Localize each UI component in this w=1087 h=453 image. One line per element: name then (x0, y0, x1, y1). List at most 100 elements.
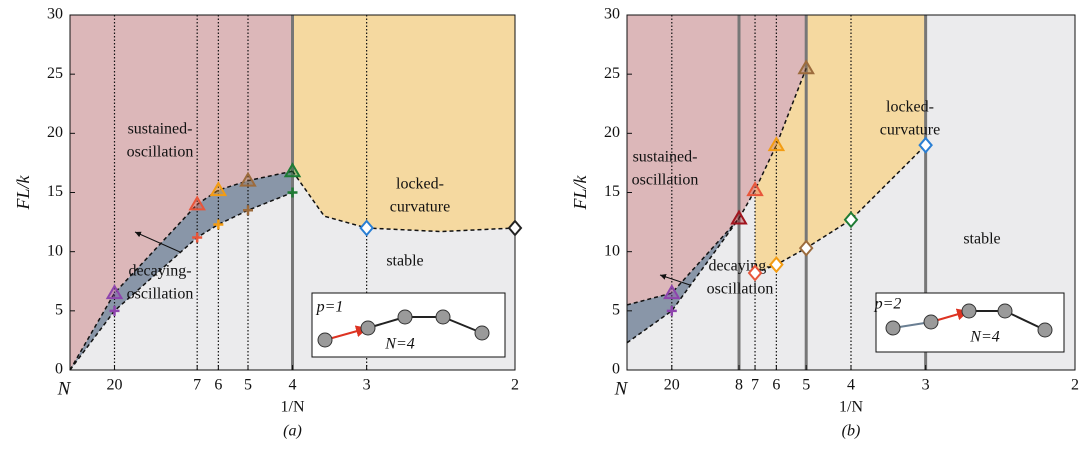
triangle-marker (188, 195, 206, 211)
y-tick-label: 5 (612, 302, 620, 319)
diamond-marker (769, 256, 784, 274)
region-label: stable (963, 231, 1000, 248)
region-label: sustained- (128, 121, 193, 138)
region-label: locked- (886, 99, 934, 116)
triangle-marker (105, 284, 124, 300)
region-label: oscillation (127, 286, 194, 303)
x-axis-label: 1/N (281, 399, 305, 416)
x-tick-label: 4 (289, 377, 297, 394)
bead (317, 332, 333, 348)
x-tick-label: 7 (193, 377, 201, 394)
triangle-marker (767, 136, 786, 152)
y-tick-label: 20 (604, 124, 620, 141)
y-axis-label: FL/k (13, 174, 33, 210)
bead (360, 320, 376, 336)
x-tick-label: 3 (922, 377, 930, 394)
x-tick-label: 8 (735, 377, 743, 394)
boundary-curve (69, 170, 293, 371)
y-tick-label: 30 (47, 6, 63, 23)
diamond-marker (747, 264, 763, 282)
bead (923, 314, 939, 330)
inset-p: p=2 (874, 296, 902, 313)
region-label: oscillation (127, 144, 194, 161)
annotation-arrow (134, 231, 181, 253)
region-label: curvature (880, 122, 940, 139)
x-tick-label: 4 (847, 377, 855, 394)
region-label: oscillation (707, 281, 774, 298)
y-tick-label: 30 (604, 6, 620, 23)
x-tick-label: 20 (107, 377, 123, 394)
triangle-marker (746, 181, 764, 197)
phase-region (70, 171, 293, 370)
region-label: curvature (390, 199, 450, 216)
y-tick-label: 15 (604, 183, 620, 200)
bead (474, 325, 490, 341)
x-tick-label: 2 (1071, 377, 1079, 394)
diamond-marker (798, 239, 814, 257)
triangle-marker (730, 209, 748, 225)
region-label: locked- (396, 176, 444, 193)
x-tick-label: 6 (214, 377, 222, 394)
plus-marker (287, 187, 298, 198)
plus-marker (192, 232, 203, 243)
inset-box (311, 292, 506, 358)
bead (961, 303, 977, 319)
y-tick-label: 10 (47, 242, 63, 259)
y-tick-label: 0 (55, 361, 63, 378)
plus-marker (213, 219, 224, 230)
x-tick-label: N (614, 378, 629, 399)
region-label: decaying- (128, 263, 191, 280)
triangle-marker (283, 162, 302, 178)
bead (997, 303, 1013, 319)
y-axis-label: FL/k (570, 174, 590, 210)
boundary-curve (626, 67, 807, 306)
triangle-marker (239, 171, 257, 187)
x-tick-label: N (57, 378, 72, 399)
diamond-marker (843, 211, 859, 229)
x-tick-label: 20 (664, 377, 680, 394)
region-label: sustained- (633, 149, 698, 166)
bead (1037, 322, 1053, 338)
diamond-marker (507, 219, 523, 237)
x-tick-label: 5 (244, 377, 252, 394)
plus-marker (243, 205, 253, 216)
plus-marker (109, 305, 120, 316)
phase-region (70, 15, 293, 370)
inset-box (875, 292, 1065, 353)
phase-region (627, 218, 739, 343)
bead (435, 309, 451, 325)
triangle-marker (663, 284, 681, 300)
region-label: stable (386, 253, 423, 270)
y-tick-label: 20 (47, 124, 63, 141)
bead (397, 309, 413, 325)
inset-n: N=4 (969, 329, 999, 346)
caption: (b) (842, 423, 861, 440)
region-label: oscillation (632, 172, 699, 189)
phase-region (755, 68, 807, 273)
inset-n: N=4 (384, 336, 414, 353)
caption: (a) (283, 423, 302, 440)
diamond-marker (918, 136, 933, 154)
inset-p: p=1 (316, 299, 344, 316)
annotation-arrow (659, 274, 691, 286)
y-tick-label: 0 (612, 361, 620, 378)
phase-region (292, 15, 515, 232)
y-tick-label: 10 (604, 242, 620, 259)
y-tick-label: 15 (47, 183, 63, 200)
x-tick-label: 6 (772, 377, 780, 394)
region-label: decaying- (708, 258, 771, 275)
diamond-marker (359, 219, 374, 237)
x-axis-label: 1/N (839, 399, 863, 416)
triangle-marker (797, 59, 815, 75)
x-tick-label: 3 (363, 377, 371, 394)
boundary-curve (69, 191, 293, 371)
x-tick-label: 5 (802, 377, 810, 394)
y-tick-label: 5 (55, 302, 63, 319)
x-tick-label: 7 (751, 377, 759, 394)
phase-region (806, 15, 926, 249)
bead (885, 320, 901, 336)
y-tick-label: 25 (47, 65, 63, 82)
triangle-marker (209, 181, 228, 197)
